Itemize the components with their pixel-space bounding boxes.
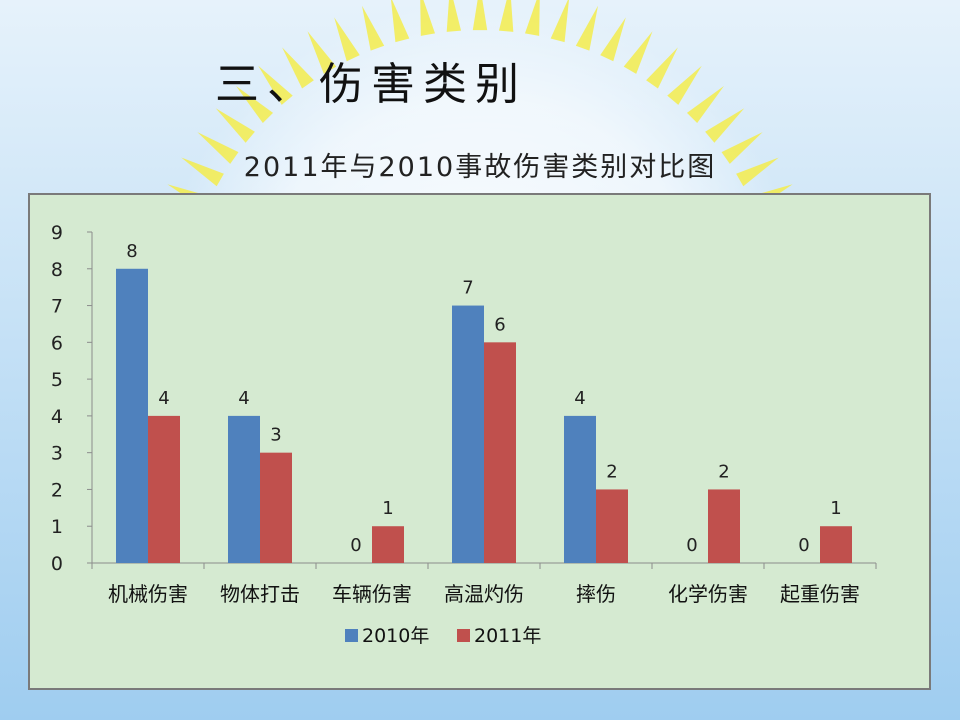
x-tick-label: 摔伤 bbox=[576, 582, 616, 606]
data-label: 1 bbox=[382, 498, 393, 519]
data-label: 4 bbox=[158, 388, 169, 409]
slide-title: 三、伤害类别 bbox=[215, 59, 527, 110]
bar-2011 bbox=[484, 342, 516, 563]
data-label: 4 bbox=[574, 388, 585, 409]
data-label: 2 bbox=[606, 461, 617, 482]
bar-2010 bbox=[564, 415, 596, 563]
data-label: 4 bbox=[238, 388, 249, 409]
y-tick-label: 7 bbox=[51, 296, 63, 318]
x-tick-label: 物体打击 bbox=[220, 582, 300, 606]
y-tick-label: 4 bbox=[51, 406, 63, 428]
y-tick-label: 9 bbox=[51, 222, 63, 244]
bar-2011 bbox=[708, 489, 740, 563]
data-label: 2 bbox=[718, 461, 729, 482]
x-tick-label: 化学伤害 bbox=[668, 582, 748, 606]
x-tick-label: 高温灼伤 bbox=[444, 582, 524, 606]
data-label: 7 bbox=[462, 278, 473, 299]
x-tick-label: 车辆伤害 bbox=[332, 582, 412, 606]
y-tick-label: 8 bbox=[51, 259, 63, 281]
y-tick-label: 5 bbox=[51, 369, 63, 391]
bar-2010 bbox=[228, 415, 260, 563]
bar-2011 bbox=[148, 415, 180, 563]
data-label: 6 bbox=[494, 314, 505, 335]
data-label: 0 bbox=[798, 535, 809, 556]
bar-2011 bbox=[372, 526, 404, 563]
y-tick-label: 2 bbox=[51, 479, 63, 501]
data-label: 3 bbox=[270, 425, 281, 446]
bar-2011 bbox=[596, 489, 628, 563]
legend-swatch bbox=[457, 629, 470, 642]
data-label: 0 bbox=[350, 535, 361, 556]
legend-swatch bbox=[345, 629, 358, 642]
y-tick-label: 0 bbox=[51, 553, 63, 575]
chart-title: 2011年与2010事故伤害类别对比图 bbox=[243, 152, 717, 183]
x-tick-label: 机械伤害 bbox=[108, 582, 188, 606]
bar-2010 bbox=[452, 305, 484, 563]
data-label: 0 bbox=[686, 535, 697, 556]
y-tick-label: 1 bbox=[51, 516, 63, 538]
bar-2010 bbox=[116, 268, 148, 563]
bar-2011 bbox=[260, 452, 292, 563]
data-label: 1 bbox=[830, 498, 841, 519]
legend-label: 2011年 bbox=[474, 625, 541, 647]
legend-label: 2010年 bbox=[362, 625, 429, 647]
bar-2011 bbox=[820, 526, 852, 563]
y-tick-label: 6 bbox=[51, 332, 63, 354]
data-label: 8 bbox=[126, 241, 137, 262]
x-tick-label: 起重伤害 bbox=[780, 582, 860, 606]
y-tick-label: 3 bbox=[51, 443, 63, 465]
